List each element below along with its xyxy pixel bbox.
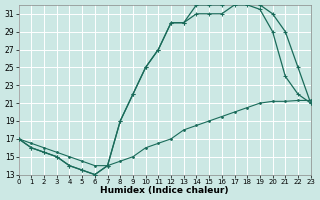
X-axis label: Humidex (Indice chaleur): Humidex (Indice chaleur) (100, 186, 229, 195)
